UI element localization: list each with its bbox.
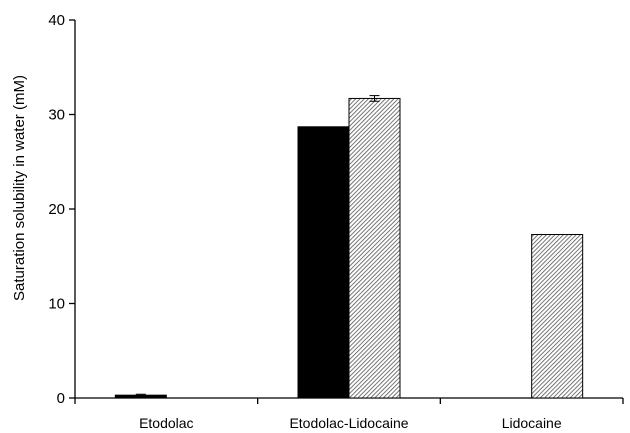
y-tick-label: 20	[48, 201, 65, 218]
bar	[348, 97, 401, 399]
x-tick-label: Etodolac	[139, 415, 193, 431]
plot-area: 0 10 20 30 40 Etodolac Etodolac-Lidocaine Lidoc…	[48, 12, 624, 431]
y-tick-label: 40	[48, 12, 65, 29]
bar	[531, 234, 584, 399]
y-axis-label: Saturation solubility in water (mM)	[11, 75, 28, 301]
y-tick-label: 0	[57, 390, 65, 407]
y-tick-label: 10	[48, 296, 65, 313]
x-tick-label: Etodolac-Lidocaine	[289, 415, 408, 431]
x-tick-label: Lidocaine	[502, 415, 562, 431]
bar	[297, 126, 350, 399]
y-tick-label: 30	[48, 107, 65, 124]
